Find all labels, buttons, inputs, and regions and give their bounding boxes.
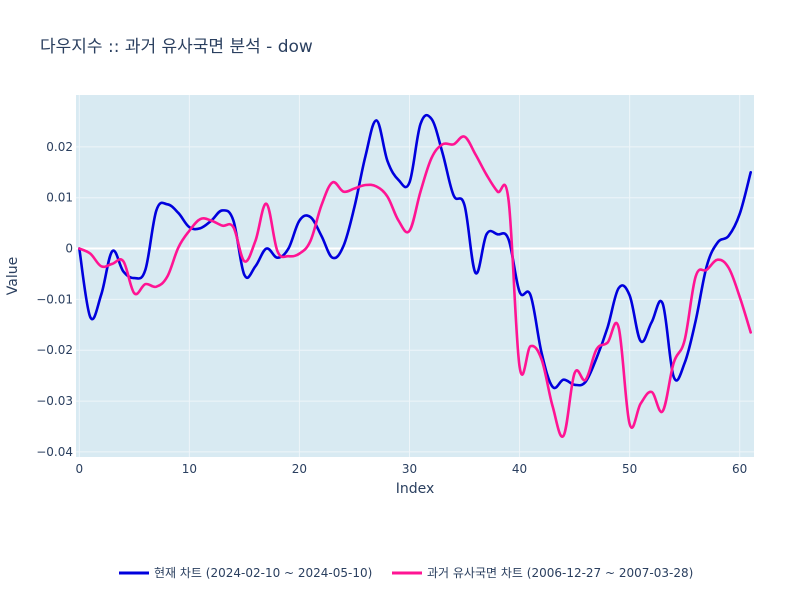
x-tick-label: 20 <box>292 462 307 476</box>
y-tick-label: 0.02 <box>46 140 73 154</box>
x-tick-label: 60 <box>732 462 747 476</box>
y-tick-label: 0 <box>65 242 73 256</box>
x-tick-label: 30 <box>402 462 417 476</box>
x-tick-labels: 0 10 20 30 40 50 60 <box>75 462 747 476</box>
x-tick-label: 50 <box>622 462 637 476</box>
series-line-0 <box>78 113 752 390</box>
legend-label-1: 과거 유사국면 차트 (2006-12-27 ~ 2007-03-28) <box>427 566 693 580</box>
x-tick-label: 40 <box>512 462 527 476</box>
y-tick-label: −0.03 <box>36 394 73 408</box>
x-tick-label: 10 <box>182 462 197 476</box>
series-line-1 <box>78 135 752 438</box>
y-tick-label: −0.01 <box>36 292 73 306</box>
x-tick-label: 0 <box>75 462 83 476</box>
chart-title: 다우지수 :: 과거 유사국면 분석 - dow <box>40 37 313 57</box>
x-axis-title: Index <box>396 481 435 497</box>
y-axis-title: Value <box>5 257 21 295</box>
legend: 현재 차트 (2024-02-10 ~ 2024-05-10) 과거 유사국면 차… <box>119 566 693 580</box>
y-tick-label: −0.02 <box>36 343 73 357</box>
y-tick-labels: −0.04 −0.03 −0.02 −0.01 0 0.01 0.02 <box>36 140 73 459</box>
series-lines <box>78 113 752 438</box>
y-tick-label: 0.01 <box>46 191 73 205</box>
y-tick-label: −0.04 <box>36 445 73 459</box>
legend-label-0: 현재 차트 (2024-02-10 ~ 2024-05-10) <box>154 566 372 580</box>
